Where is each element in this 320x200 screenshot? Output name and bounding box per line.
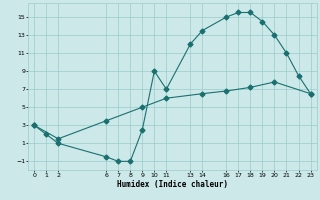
X-axis label: Humidex (Indice chaleur): Humidex (Indice chaleur) (117, 180, 228, 189)
